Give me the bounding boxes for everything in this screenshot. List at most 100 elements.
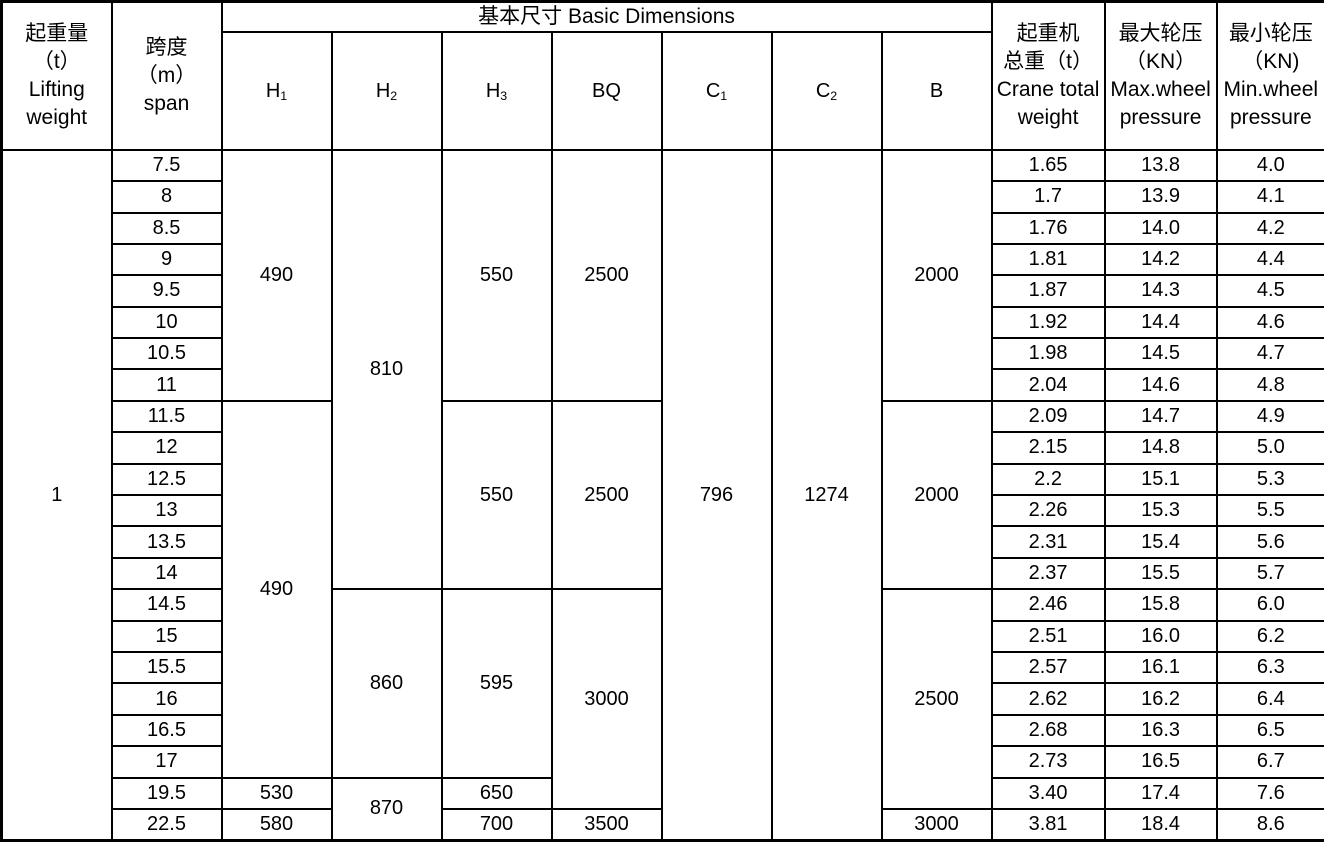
min-wheel-pressure-header-line: 最小轮压 [1228, 22, 1313, 46]
min-wheel-pressure-cell: 4.9 [1215, 399, 1324, 434]
crane-total-weight-cell: 2.68 [990, 713, 1106, 748]
crane-total-weight-cell: 2.15 [990, 431, 1106, 465]
max-wheel-pressure-cell: 13.9 [1103, 180, 1218, 214]
crane-total-weight-header-line: 总重（t） [1003, 50, 1093, 74]
crane-total-weight-cell: 1.87 [990, 274, 1106, 308]
span-cell: 8 [110, 180, 223, 214]
crane-total-weight-cell: 2.46 [990, 588, 1106, 622]
span-cell: 19.5 [110, 776, 223, 810]
table-row: 1 7.5 490 810 550 2500 796 1274 2000 1.65 13.8 4.0 [0, 148, 1324, 842]
table-row: 9 1.81 14.2 4.4 [2, 242, 1324, 277]
table-row: 13.5 2.31 15.4 5.6 [2, 525, 1324, 559]
max-wheel-pressure-header-line: 最大轮压 [1118, 22, 1203, 46]
min-wheel-pressure-cell: 6.2 [1215, 619, 1324, 653]
span-cell: 12.5 [110, 462, 223, 497]
lifting-weight-header-line: 起重量 [25, 22, 89, 46]
min-wheel-pressure-cell: 5.0 [1215, 431, 1324, 465]
table-row: 12 2.15 14.8 5.0 [2, 431, 1324, 465]
dim-header-c1: C1 [660, 30, 773, 151]
min-wheel-pressure-cell: 4.2 [1215, 211, 1324, 245]
span-header: 跨度 （m） span [110, 0, 223, 151]
crane-total-weight-header-line: Crane total [996, 77, 1100, 101]
max-wheel-pressure-cell: 18.4 [1103, 807, 1218, 842]
span-cell: 16 [110, 682, 223, 716]
max-wheel-pressure-cell: 14.2 [1103, 242, 1218, 277]
table-row: 11 2.04 14.6 4.8 [2, 368, 1324, 402]
table-row: 17 2.73 16.5 6.7 [2, 745, 1324, 779]
min-wheel-pressure-cell: 5.7 [1215, 556, 1324, 591]
table-row: 10 1.92 14.4 4.6 [2, 305, 1324, 340]
crane-total-weight-cell: 2.04 [990, 368, 1106, 402]
table-row: 11.5 490 550 2500 2000 2.09 14.7 4.9 [2, 399, 1324, 779]
max-wheel-pressure-cell: 14.3 [1103, 274, 1218, 308]
dim-cell-c1: 796 [660, 148, 773, 842]
max-wheel-pressure-cell: 14.7 [1103, 399, 1218, 434]
max-wheel-pressure-cell: 16.0 [1103, 619, 1218, 653]
crane-total-weight-header-line: 起重机 [1016, 22, 1080, 46]
span-cell: 14 [110, 556, 223, 591]
crane-total-weight-header-line: weight [1017, 105, 1079, 129]
dim-cell-b: 2000 [880, 399, 993, 591]
crane-total-weight-cell: 2.26 [990, 494, 1106, 528]
crane-total-weight-cell: 1.98 [990, 337, 1106, 371]
table-row: 15 2.51 16.0 6.2 [2, 619, 1324, 653]
crane-total-weight-cell: 2.57 [990, 650, 1106, 685]
table-row: 12.5 2.2 15.1 5.3 [2, 462, 1324, 497]
dimension-header-row: H1 H2 H3 BQ C1 C2 B [2, 30, 1324, 151]
span-cell: 16.5 [110, 713, 223, 748]
max-wheel-pressure-cell: 15.8 [1103, 588, 1218, 622]
span-cell: 11.5 [110, 399, 223, 434]
table-row: 13 2.26 15.3 5.5 [2, 494, 1324, 528]
crane-total-weight-cell: 2.73 [990, 745, 1106, 779]
dim-cell-bq: 3500 [550, 807, 663, 842]
dim-cell-h3: 550 [440, 399, 553, 591]
dim-header-h2: H2 [330, 30, 443, 151]
dim-cell-h2: 860 [330, 588, 443, 779]
table-row: 16 2.62 16.2 6.4 [2, 682, 1324, 716]
crane-total-weight-header: 起重机 总重（t） Crane total weight [990, 0, 1106, 151]
dim-cell-h3: 650 [440, 776, 553, 810]
max-wheel-pressure-cell: 14.6 [1103, 368, 1218, 402]
dim-cell-bq: 2500 [550, 148, 663, 402]
span-header-line: span [143, 91, 190, 115]
span-header-line: 跨度 [145, 36, 188, 60]
dim-header-b: B [880, 30, 993, 151]
max-wheel-pressure-cell: 14.8 [1103, 431, 1218, 465]
dim-cell-c2: 1274 [770, 148, 883, 842]
table-row: 15.5 2.57 16.1 6.3 [2, 650, 1324, 685]
crane-total-weight-cell: 3.40 [990, 776, 1106, 810]
max-wheel-pressure-cell: 15.4 [1103, 525, 1218, 559]
min-wheel-pressure-cell: 6.4 [1215, 682, 1324, 716]
max-wheel-pressure-header-line: pressure [1119, 105, 1202, 129]
span-cell: 13 [110, 494, 223, 528]
lifting-weight-header-line: （t） [32, 50, 81, 74]
min-wheel-pressure-cell: 6.3 [1215, 650, 1324, 685]
span-cell: 22.5 [110, 807, 223, 842]
span-cell: 10 [110, 305, 223, 340]
max-wheel-pressure-cell: 16.1 [1103, 650, 1218, 685]
min-wheel-pressure-cell: 5.3 [1215, 462, 1324, 497]
max-wheel-pressure-cell: 16.3 [1103, 713, 1218, 748]
span-cell: 15 [110, 619, 223, 653]
dim-header-h3: H3 [440, 30, 553, 151]
crane-total-weight-cell: 2.37 [990, 556, 1106, 591]
dim-header-bq: BQ [550, 30, 663, 151]
max-wheel-pressure-cell: 14.5 [1103, 337, 1218, 371]
min-wheel-pressure-header-line: Min.wheel [1223, 77, 1319, 101]
dim-header-h1: H1 [220, 30, 333, 151]
table-row: 19.5 530 870 650 3.40 17.4 7.6 [2, 776, 1324, 842]
max-wheel-pressure-header-line: （KN） [1124, 50, 1197, 74]
table-row: 9.5 1.87 14.3 4.5 [2, 274, 1324, 308]
min-wheel-pressure-header: 最小轮压 （KN) Min.wheel pressure [1215, 0, 1324, 151]
dim-cell-bq: 2500 [550, 399, 663, 591]
crane-total-weight-cell: 1.76 [990, 211, 1106, 245]
max-wheel-pressure-header: 最大轮压 （KN） Max.wheel pressure [1103, 0, 1218, 151]
span-header-line: （m） [136, 64, 197, 87]
min-wheel-pressure-header-line: （KN) [1242, 50, 1300, 74]
dim-cell-h1: 490 [220, 148, 333, 402]
min-wheel-pressure-cell: 4.5 [1215, 274, 1324, 308]
dim-cell-h2: 870 [330, 776, 443, 842]
lifting-weight-cell: 1 [0, 148, 113, 842]
max-wheel-pressure-cell: 15.1 [1103, 462, 1218, 497]
dim-cell-b: 2500 [880, 588, 993, 810]
